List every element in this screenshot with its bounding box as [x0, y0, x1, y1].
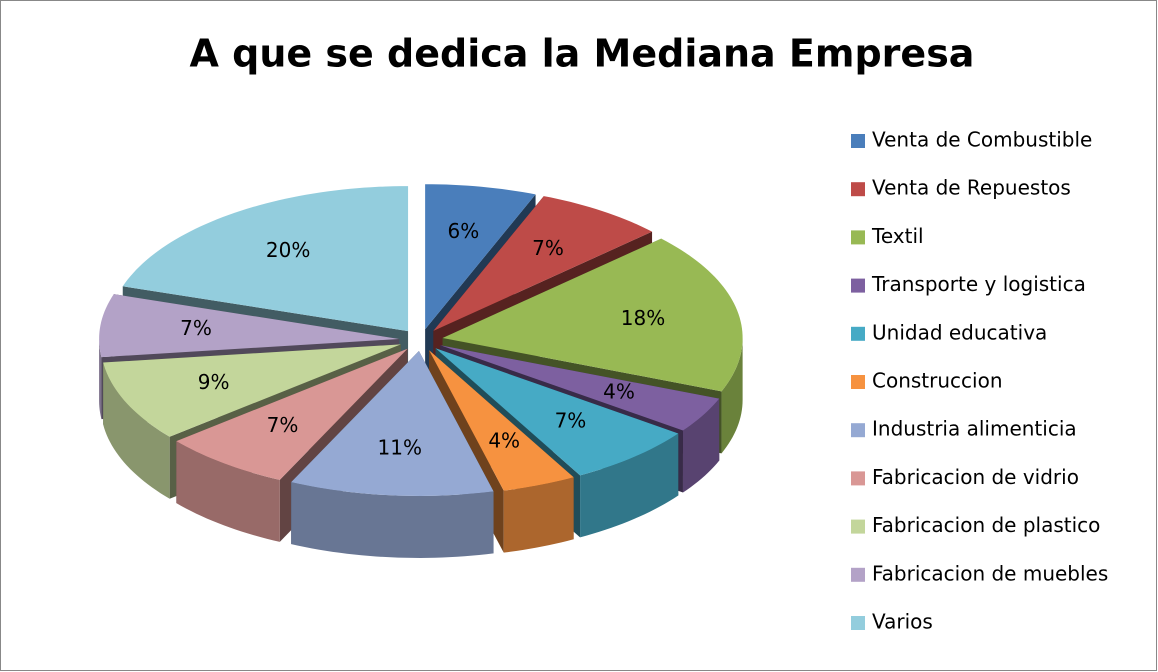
legend-label: Venta de Combustible [872, 128, 1092, 152]
slice [435, 348, 679, 476]
legend-swatch [851, 326, 865, 341]
slice [103, 344, 401, 437]
legend-swatch [851, 567, 865, 582]
slice [440, 345, 720, 431]
slice [433, 196, 653, 331]
slice [99, 294, 400, 358]
slice-side [99, 338, 102, 420]
legend-label: Fabricacion de plastico [872, 513, 1100, 537]
slice-side [291, 482, 494, 558]
legend-swatch [851, 134, 865, 148]
legend-label: Industria alimenticia [872, 417, 1077, 441]
slice-side [721, 337, 743, 454]
slice-side [580, 433, 679, 538]
slice [291, 350, 494, 496]
slice-side [503, 477, 574, 553]
slice-side [682, 398, 720, 493]
legend-label: Textil [871, 224, 924, 248]
legend-swatch [851, 423, 865, 438]
legend-swatch [851, 519, 865, 534]
legend-label: Varios [872, 610, 933, 634]
legend-label: Transporte y logistica [871, 272, 1086, 296]
data-label: 18% [621, 306, 665, 330]
data-label: 9% [198, 370, 230, 394]
slice-side [176, 441, 280, 542]
data-label: 4% [603, 379, 635, 403]
data-label: 20% [266, 238, 310, 262]
data-label: 7% [267, 413, 299, 437]
legend-label: Fabricacion de muebles [872, 561, 1108, 585]
legend-swatch [851, 375, 865, 389]
legend-label: Unidad educativa [872, 320, 1047, 344]
legend-swatch [851, 616, 865, 630]
slice [122, 186, 409, 332]
slice [425, 184, 536, 330]
slice [176, 348, 408, 480]
data-label: 11% [378, 436, 422, 460]
data-label: 6% [447, 219, 479, 243]
data-label: 7% [180, 316, 212, 340]
legend-swatch [851, 182, 865, 197]
slice [442, 238, 743, 392]
legend-label: Construccion [872, 369, 1003, 393]
slice [429, 350, 574, 491]
data-label: 4% [488, 428, 520, 452]
slice-side [103, 362, 170, 499]
chart-title: A que se dedica la Mediana Empresa [190, 32, 975, 76]
legend-swatch [851, 471, 865, 486]
legend-swatch [851, 230, 865, 245]
data-label: 7% [532, 236, 564, 260]
legend-swatch [851, 278, 865, 293]
legend-label: Venta de Repuestos [872, 176, 1071, 200]
slice [291, 350, 494, 558]
legend-label: Fabricacion de vidrio [872, 465, 1079, 489]
data-label: 7% [555, 409, 587, 433]
